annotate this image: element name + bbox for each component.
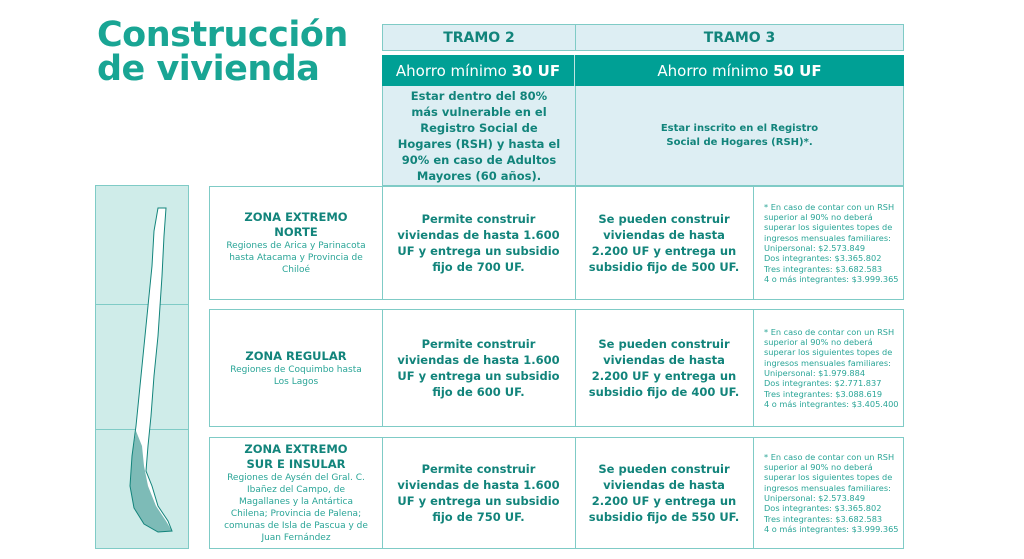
note-line: Tres integrantes: $3.682.583 bbox=[764, 263, 883, 274]
note-line: Dos integrantes: $2.771.837 bbox=[764, 378, 882, 389]
note-line: * En caso de contar con un RSH superior … bbox=[764, 201, 895, 243]
note-line: Tres integrantes: $3.682.583 bbox=[764, 513, 883, 524]
note-line: 4 o más integrantes: $3.999.365 bbox=[764, 523, 899, 534]
note-line: Unipersonal: $1.979.884 bbox=[764, 368, 866, 378]
zone-name: ZONA EXTREMO SUR E INSULAR bbox=[244, 442, 348, 471]
map-divider bbox=[96, 304, 188, 305]
income-note: * En caso de contar con un RSH superior … bbox=[753, 437, 904, 549]
zone-detail: Regiones de Arica y Parinacota hasta Ata… bbox=[226, 241, 366, 275]
chile-map-icon bbox=[129, 207, 173, 533]
note-line: Tres integrantes: $3.088.619 bbox=[764, 388, 883, 399]
note-line: Unipersonal: $2.573.849 bbox=[764, 493, 866, 503]
tramo-2-benefit: Permite construir viviendas de hasta 1.6… bbox=[382, 309, 576, 427]
zone-detail: Regiones de Coquimbo hasta Los Lagos bbox=[230, 364, 362, 387]
note-line: Unipersonal: $2.573.849 bbox=[764, 243, 866, 253]
tramo-3-benefit: Se pueden construir viviendas de hasta 2… bbox=[575, 309, 754, 427]
page-title: Construcción de vivienda bbox=[97, 15, 348, 89]
tramo-3-requisito: Estar inscrito en el Registro Social de … bbox=[575, 86, 904, 186]
tramo-2-benefit: Permite construir viviendas de hasta 1.6… bbox=[382, 437, 576, 549]
benefit-text: Permite construir viviendas de hasta 1.6… bbox=[397, 212, 560, 274]
title-line-2: de vivienda bbox=[97, 49, 320, 89]
tramo-2-ahorro: Ahorro mínimo 30 UF bbox=[382, 55, 575, 86]
chile-map-panel bbox=[95, 185, 189, 549]
tramo-3-benefit: Se pueden construir viviendas de hasta 2… bbox=[575, 186, 754, 300]
note-line: 4 o más integrantes: $3.999.365 bbox=[764, 273, 899, 284]
tramo-3-header: TRAMO 3 bbox=[575, 24, 904, 51]
benefit-text: Permite construir viviendas de hasta 1.6… bbox=[397, 462, 560, 524]
note-line: 4 o más integrantes: $3.405.400 bbox=[764, 398, 899, 409]
ahorro-label: Ahorro mínimo bbox=[395, 61, 512, 80]
title-line-1: Construcción bbox=[97, 15, 348, 55]
tramo-2-requisito: Estar dentro del 80% más vulnerable en e… bbox=[382, 86, 576, 186]
note-line: * En caso de contar con un RSH superior … bbox=[764, 326, 895, 368]
ahorro-label: Ahorro mínimo bbox=[657, 61, 774, 80]
zone-name: ZONA REGULAR bbox=[245, 348, 347, 363]
note-line: Dos integrantes: $3.365.802 bbox=[764, 253, 882, 264]
note-line: * En caso de contar con un RSH superior … bbox=[764, 451, 895, 493]
zone-name: ZONA EXTREMO NORTE bbox=[244, 210, 348, 239]
income-note: * En caso de contar con un RSH superior … bbox=[753, 309, 904, 427]
zone-cell: ZONA EXTREMO NORTE Regiones de Arica y P… bbox=[209, 186, 383, 300]
ahorro-value: 30 UF bbox=[511, 61, 561, 80]
tramo-2-header: TRAMO 2 bbox=[382, 24, 576, 51]
ahorro-value: 50 UF bbox=[773, 61, 822, 80]
benefit-text: Permite construir viviendas de hasta 1.6… bbox=[397, 337, 560, 399]
benefit-text: Se pueden construir viviendas de hasta 2… bbox=[588, 212, 740, 274]
zone-detail: Regiones de Aysén del Gral. C. Ibañez de… bbox=[224, 473, 368, 543]
tramo-2-benefit: Permite construir viviendas de hasta 1.6… bbox=[382, 186, 576, 300]
benefit-text: Se pueden construir viviendas de hasta 2… bbox=[588, 337, 740, 399]
zone-cell: ZONA REGULAR Regiones de Coquimbo hasta … bbox=[209, 309, 383, 427]
income-note: * En caso de contar con un RSH superior … bbox=[753, 186, 904, 300]
note-line: Dos integrantes: $3.365.802 bbox=[764, 503, 882, 514]
benefit-text: Se pueden construir viviendas de hasta 2… bbox=[588, 462, 740, 524]
tramo-3-ahorro: Ahorro mínimo 50 UF bbox=[575, 55, 904, 86]
zone-cell: ZONA EXTREMO SUR E INSULAR Regiones de A… bbox=[209, 437, 383, 549]
tramo-3-benefit: Se pueden construir viviendas de hasta 2… bbox=[575, 437, 754, 549]
